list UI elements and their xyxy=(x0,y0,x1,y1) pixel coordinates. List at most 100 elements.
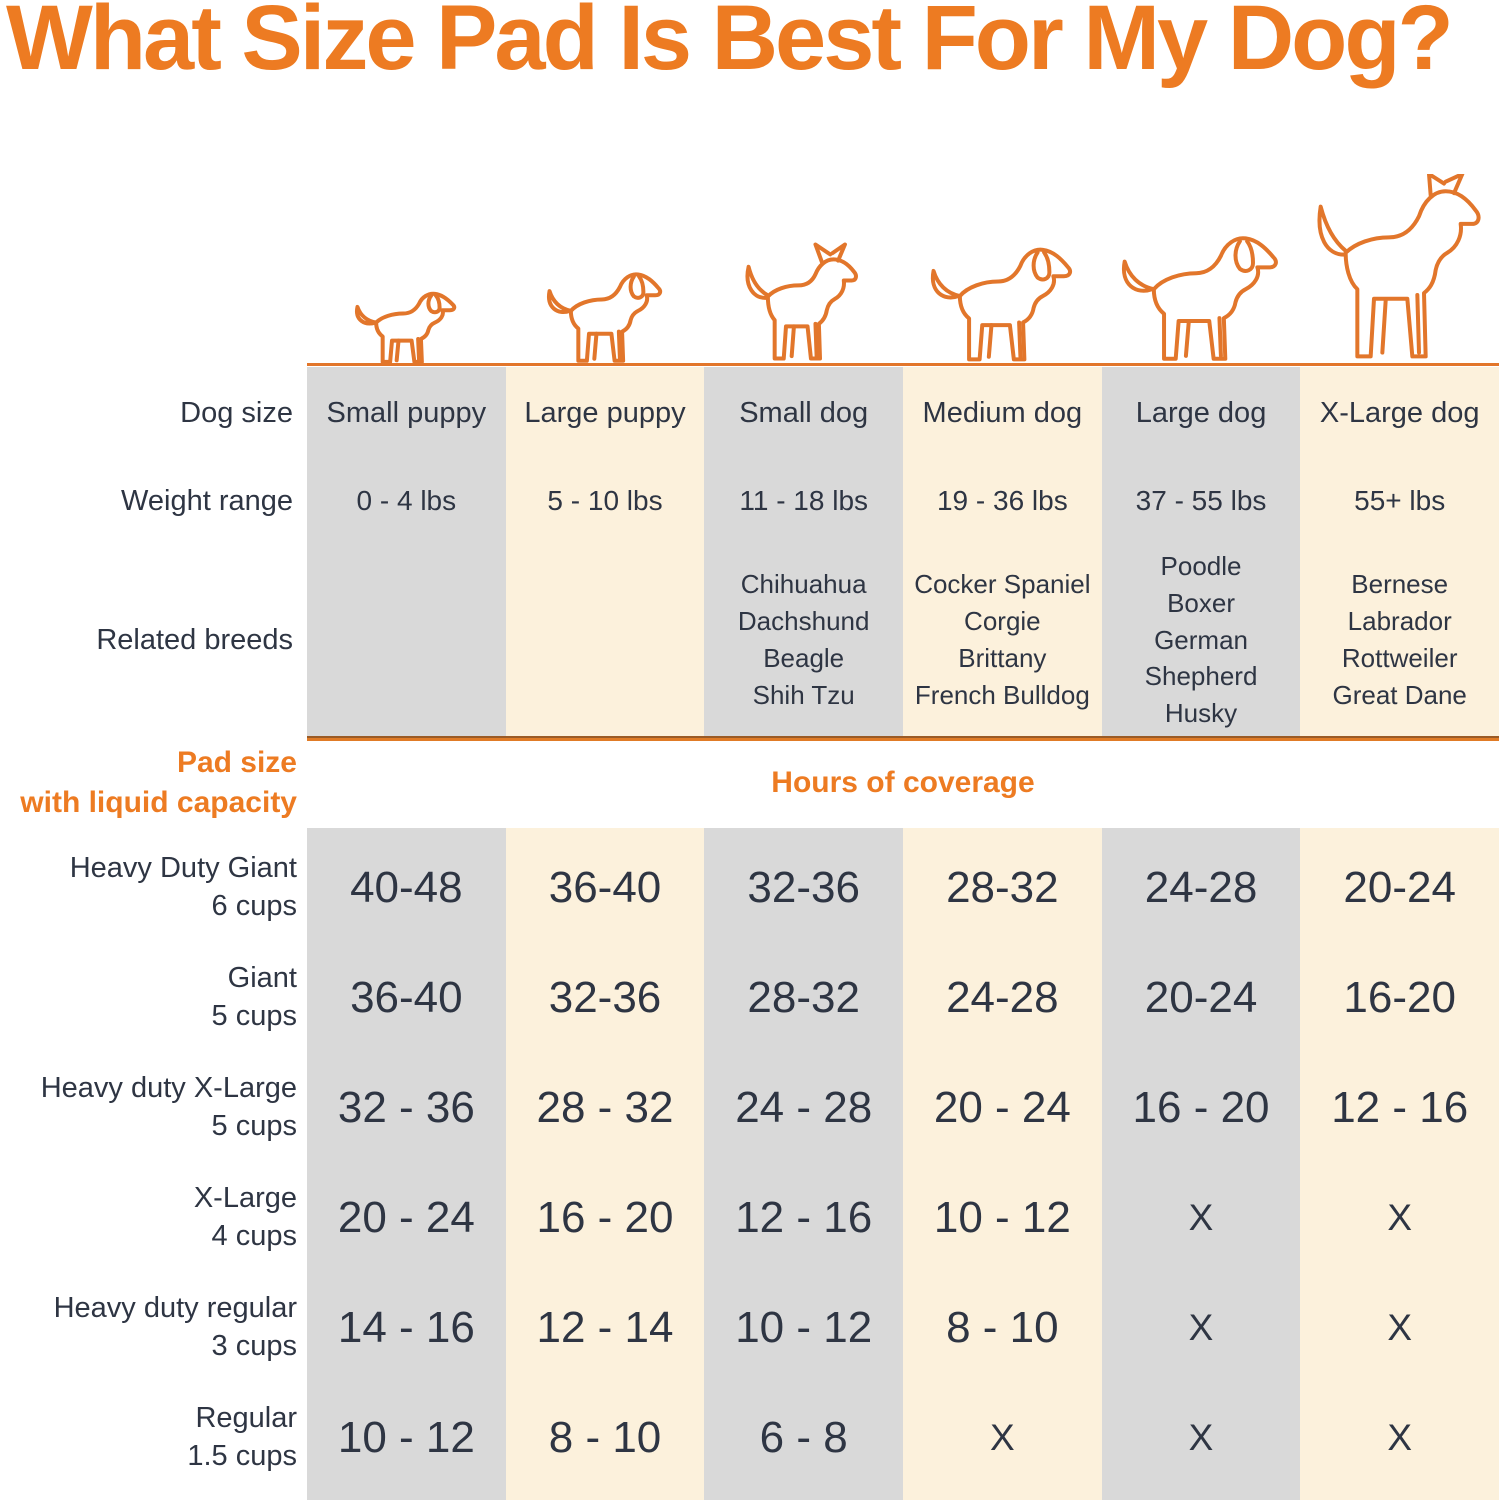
column-background xyxy=(704,367,903,736)
pad-capacity: 5 cups xyxy=(211,1110,297,1142)
breed-name: Brittany xyxy=(958,643,1047,673)
pad-row-label: Heavy duty regular 3 cups xyxy=(0,1273,307,1383)
column-background xyxy=(505,828,705,1500)
breed-name: Boxer xyxy=(1167,587,1235,618)
page-title: What Size Pad Is Best For My Dog? xyxy=(6,0,1454,89)
dog-size-cell: Small puppy xyxy=(326,396,487,429)
weight-cell: 0 - 4 lbs xyxy=(356,485,457,516)
dog-size-cell: Small dog xyxy=(739,396,869,429)
pad-row: Heavy Duty Giant 6 cups 40-48 36-40 32-3… xyxy=(0,833,1499,943)
hours-of-coverage-header: Hours of coverage xyxy=(771,766,1035,799)
hours-cell: 24 - 28 xyxy=(735,1083,873,1132)
breeds-cell xyxy=(506,545,705,735)
hours-cell: 32-36 xyxy=(548,973,662,1022)
hours-cell: 12 - 16 xyxy=(1331,1083,1469,1132)
breed-name: Poodle xyxy=(1160,550,1242,581)
breed-name: German Shepherd xyxy=(1144,624,1258,692)
hours-cell: 16-20 xyxy=(1343,973,1456,1022)
hours-cell: X xyxy=(1387,1307,1413,1348)
breed-name: French Bulldog xyxy=(914,679,1090,710)
hours-cell: 28-32 xyxy=(946,863,1059,912)
pad-capacity: 5 cups xyxy=(211,1000,297,1032)
column-background xyxy=(307,828,506,1500)
column-background xyxy=(903,367,1102,736)
weight-range-row: Weight range 0 - 4 lbs 5 - 10 lbs 11 - 1… xyxy=(0,470,1499,532)
column-background xyxy=(307,367,506,736)
hours-cell: 40-48 xyxy=(350,863,463,912)
dog-size-row-label: Dog size xyxy=(180,396,293,429)
pad-size-label-line2: with liquid capacity xyxy=(20,786,297,819)
hours-cell: 36-40 xyxy=(548,863,662,912)
dog-size-cell: Medium dog xyxy=(922,396,1083,429)
column-background xyxy=(704,828,903,1500)
breed-name: Husky xyxy=(1164,698,1238,729)
pad-section-header-row: Pad size with liquid capacity Hours of c… xyxy=(0,742,1499,824)
breed-name: Shih Tzu xyxy=(752,679,855,710)
hours-cell: 16 - 20 xyxy=(536,1193,674,1242)
breeds-cell xyxy=(307,545,506,735)
dog-size-cell: Large puppy xyxy=(524,396,686,429)
weight-cell: 55+ lbs xyxy=(1354,485,1446,516)
hours-cell: 20 - 24 xyxy=(337,1193,475,1242)
column-background xyxy=(1101,367,1301,736)
breed-name: Corgie xyxy=(964,606,1041,637)
hours-cell: 8 - 10 xyxy=(946,1303,1059,1352)
breed-name: Chihuahua xyxy=(740,569,867,600)
hours-cell: X xyxy=(1188,1197,1214,1238)
hours-cell: 20-24 xyxy=(1343,863,1456,912)
weight-cell: 37 - 55 lbs xyxy=(1135,485,1267,516)
hours-cell: 32 - 36 xyxy=(337,1083,475,1132)
dog-size-cell: X-Large dog xyxy=(1319,396,1480,429)
hours-cell: 10 - 12 xyxy=(735,1303,873,1352)
pad-row-label: Regular 1.5 cups xyxy=(0,1383,307,1493)
dog-size-row: Dog size Small puppy Large puppy Small d… xyxy=(0,382,1499,444)
pad-capacity: 3 cups xyxy=(211,1330,297,1362)
breeds-cell: Chihuahua Dachshund Beagle Shih Tzu xyxy=(704,545,903,735)
pad-name: Heavy Duty Giant xyxy=(69,852,297,885)
column-background xyxy=(903,828,1102,1500)
related-breeds-row: Related breeds Chihuahua Dachshund Beagl… xyxy=(0,545,1499,735)
breed-name: Cocker Spaniel xyxy=(914,569,1091,600)
pad-row-label: Heavy duty X-Large 5 cups xyxy=(0,1053,307,1163)
hours-cell: 24-28 xyxy=(946,973,1059,1022)
pad-row: Giant 5 cups 36-40 32-36 28-32 24-28 20-… xyxy=(0,943,1499,1053)
weight-range-row-label: Weight range xyxy=(121,484,293,517)
hours-cell: 10 - 12 xyxy=(933,1193,1071,1242)
x-large-dog-icon xyxy=(1299,174,1499,366)
breed-name: Bernese xyxy=(1351,569,1449,600)
weight-cell: 5 - 10 lbs xyxy=(547,485,663,516)
column-background xyxy=(505,367,705,736)
ground-line xyxy=(307,363,1499,366)
hours-cell: X xyxy=(1387,1417,1413,1458)
hours-cell: X xyxy=(1188,1307,1214,1348)
hours-cell: X xyxy=(990,1417,1015,1458)
pad-capacity: 6 cups xyxy=(211,890,297,922)
hours-cell: 28 - 32 xyxy=(536,1083,674,1132)
hours-cell: 12 - 16 xyxy=(735,1193,873,1242)
small-puppy-icon xyxy=(355,291,457,364)
large-puppy-icon xyxy=(541,262,669,366)
hours-cell: 24-28 xyxy=(1144,863,1258,912)
hours-cell: 36-40 xyxy=(350,973,463,1022)
dog-size-cell: Large dog xyxy=(1135,396,1267,429)
pad-size-label-line1: Pad size xyxy=(176,746,297,780)
hours-cell: 16 - 20 xyxy=(1132,1083,1270,1132)
section-divider-line xyxy=(307,736,1499,741)
pad-row: X-Large 4 cups 20 - 24 16 - 20 12 - 16 1… xyxy=(0,1163,1499,1273)
weight-cell: 11 - 18 lbs xyxy=(739,485,869,516)
pad-name: Heavy duty regular xyxy=(53,1292,297,1325)
pad-name: Heavy duty X-Large xyxy=(40,1072,297,1105)
hours-cell: 20-24 xyxy=(1144,973,1258,1022)
breeds-cell: Poodle Boxer German Shepherd Husky xyxy=(1102,545,1301,735)
small-dog-icon xyxy=(735,242,871,366)
pad-name: X-Large xyxy=(193,1182,297,1215)
breed-name: Rottweiler xyxy=(1341,643,1458,673)
hours-cell: 28-32 xyxy=(747,973,860,1022)
hours-cell: 6 - 8 xyxy=(759,1413,848,1462)
pad-name: Regular xyxy=(195,1402,297,1435)
breed-name: Labrador xyxy=(1347,606,1452,637)
pad-row: Heavy duty X-Large 5 cups 32 - 36 28 - 3… xyxy=(0,1053,1499,1163)
hours-cell: 32-36 xyxy=(747,863,860,912)
breed-name: Great Dane xyxy=(1332,679,1467,710)
